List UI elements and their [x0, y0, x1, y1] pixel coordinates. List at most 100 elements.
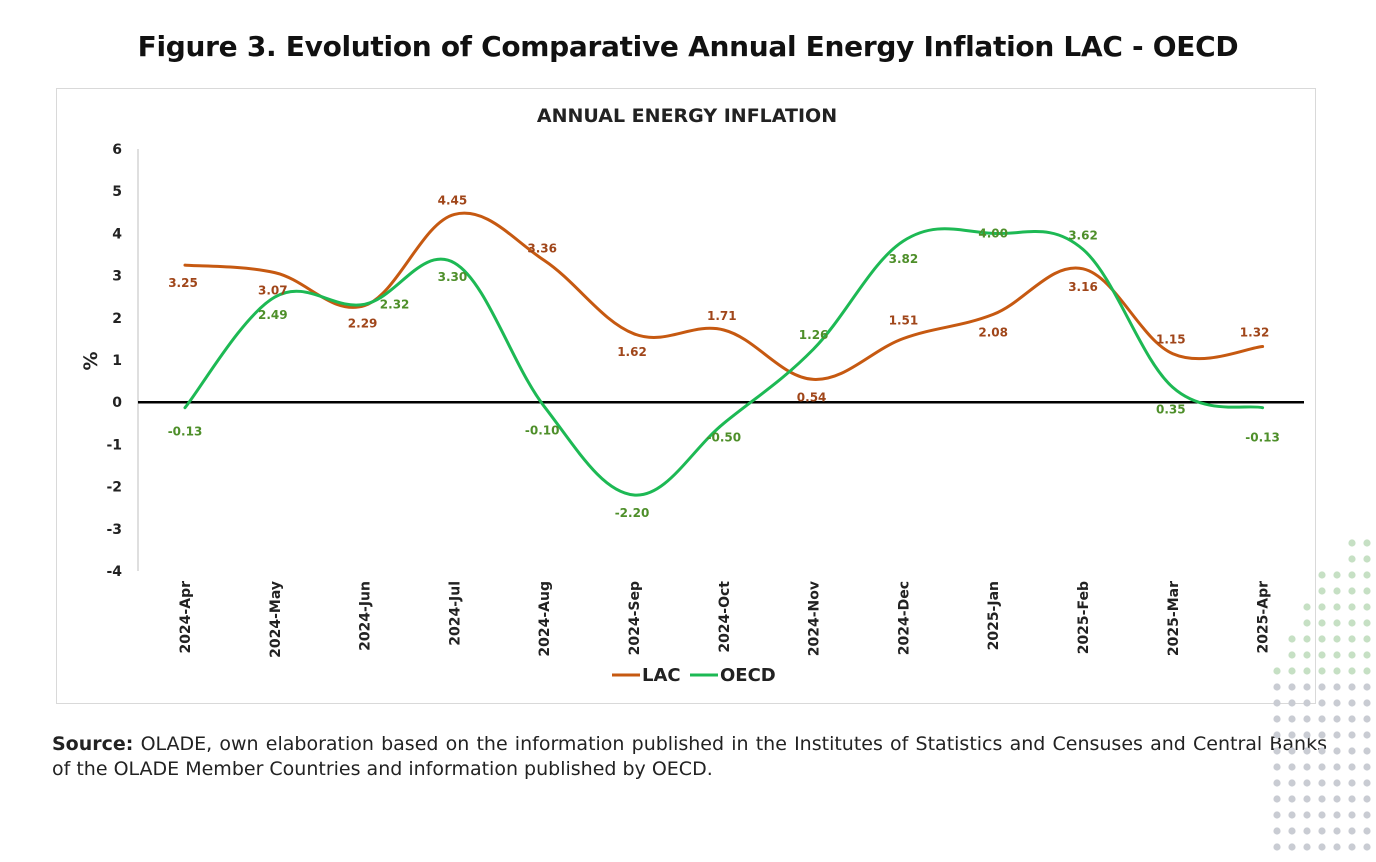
- decorative-dot: [1273, 699, 1281, 707]
- decorative-dot: [1348, 635, 1356, 643]
- oecd-legend-label: OECD: [720, 665, 776, 686]
- oecd-data-label: -0.13: [168, 425, 203, 439]
- decorative-dot: [1303, 683, 1311, 691]
- x-tick-label: 2024-Nov: [807, 581, 823, 656]
- decorative-dot: [1348, 827, 1356, 835]
- decorative-dot: [1303, 795, 1311, 803]
- decorative-dot: [1318, 731, 1326, 739]
- decorative-dot: [1273, 827, 1281, 835]
- oecd-data-label: 3.62: [1068, 228, 1098, 242]
- decorative-dot: [1273, 843, 1281, 851]
- decorative-dot: [1288, 715, 1296, 723]
- chart-title: ANNUAL ENERGY INFLATION: [537, 105, 837, 127]
- decorative-dot: [1348, 811, 1356, 819]
- source-text: OLADE, own elaboration based on the info…: [52, 733, 1327, 780]
- line-chart: ANNUAL ENERGY INFLATION % -4 -3 -2 -1 0 1 2 3 4 5…: [80, 105, 1304, 686]
- oecd-data-label: 0.35: [1156, 402, 1186, 416]
- y-tick-label: 4: [112, 226, 122, 242]
- y-axis: -4 -3 -2 -1 0 1 2 3 4 5 6: [106, 142, 139, 580]
- lac-data-label: 1.71: [707, 309, 737, 323]
- y-tick-label: -1: [106, 437, 122, 453]
- decorative-dot: [1273, 747, 1281, 755]
- decorative-dot: [1288, 779, 1296, 787]
- decorative-dot: [1303, 651, 1311, 659]
- decorative-dot: [1348, 731, 1356, 739]
- decorative-dot: [1303, 667, 1311, 675]
- decorative-dot: [1333, 635, 1341, 643]
- lac-data-label: 0.54: [797, 390, 827, 404]
- source-label: Source:: [52, 733, 134, 755]
- y-tick-label: 5: [112, 184, 122, 200]
- decorative-dot: [1303, 827, 1311, 835]
- lac-data-label: 1.32: [1240, 325, 1270, 339]
- decorative-dots: [1273, 539, 1371, 851]
- decorative-dot: [1288, 763, 1296, 771]
- decorative-dot: [1303, 763, 1311, 771]
- decorative-dot: [1318, 827, 1326, 835]
- decorative-dot: [1363, 603, 1371, 611]
- lac-data-label: 1.62: [617, 345, 647, 359]
- decorative-dot: [1288, 795, 1296, 803]
- decorative-dot: [1273, 779, 1281, 787]
- oecd-data-label: 3.82: [889, 252, 919, 266]
- decorative-dot: [1318, 603, 1326, 611]
- decorative-dot: [1348, 699, 1356, 707]
- decorative-dot: [1363, 635, 1371, 643]
- decorative-dot: [1318, 619, 1326, 627]
- decorative-dot: [1288, 811, 1296, 819]
- decorative-dot: [1363, 667, 1371, 675]
- x-tick-label: 2025-Apr: [1256, 581, 1272, 654]
- decorative-dot: [1318, 571, 1326, 579]
- oecd-data-label: 1.26: [799, 328, 829, 342]
- decorative-dot: [1303, 635, 1311, 643]
- decorative-dot: [1363, 555, 1371, 563]
- decorative-dot: [1288, 667, 1296, 675]
- decorative-dot: [1273, 683, 1281, 691]
- lac-data-label: 1.51: [889, 313, 919, 327]
- lac-data-label: 3.25: [168, 276, 198, 290]
- decorative-dot: [1363, 811, 1371, 819]
- decorative-dot: [1318, 651, 1326, 659]
- decorative-dot: [1348, 603, 1356, 611]
- decorative-dot: [1348, 667, 1356, 675]
- decorative-dot: [1348, 683, 1356, 691]
- decorative-dot: [1303, 747, 1311, 755]
- lac-data-label: 3.36: [527, 241, 557, 255]
- decorative-dot: [1363, 827, 1371, 835]
- x-tick-label: 2024-Sep: [627, 581, 643, 655]
- lac-data-label: 2.08: [978, 325, 1008, 339]
- decorative-dot: [1288, 843, 1296, 851]
- lac-series-line: [183, 211, 1265, 381]
- decorative-dot: [1363, 747, 1371, 755]
- series-lines: [183, 211, 1265, 497]
- decorative-dot: [1318, 635, 1326, 643]
- decorative-dot: [1363, 539, 1371, 547]
- oecd-data-label: -0.13: [1245, 431, 1280, 445]
- decorative-dot: [1288, 827, 1296, 835]
- decorative-dot: [1333, 571, 1341, 579]
- decorative-dot: [1363, 715, 1371, 723]
- decorative-dot: [1333, 715, 1341, 723]
- decorative-dot: [1333, 811, 1341, 819]
- decorative-dot: [1288, 651, 1296, 659]
- decorative-dot: [1333, 779, 1341, 787]
- decorative-dot: [1318, 763, 1326, 771]
- decorative-dot: [1348, 651, 1356, 659]
- oecd-data-label: 2.49: [258, 308, 288, 322]
- decorative-dot: [1348, 619, 1356, 627]
- y-tick-label: -3: [106, 522, 122, 538]
- decorative-dot: [1348, 715, 1356, 723]
- x-tick-label: 2024-Aug: [537, 581, 553, 657]
- y-tick-label: 6: [112, 142, 122, 158]
- decorative-dot: [1363, 731, 1371, 739]
- lac-data-label: 4.45: [438, 193, 468, 207]
- decorative-dot: [1363, 571, 1371, 579]
- lac-data-label: 3.07: [258, 284, 288, 298]
- decorative-dot: [1333, 747, 1341, 755]
- oecd-data-label: -2.20: [615, 506, 650, 520]
- x-axis: 2024-Apr 2024-May 2024-Jun 2024-Jul 2024-Aug…: [138, 400, 1304, 658]
- decorative-dot: [1318, 811, 1326, 819]
- decorative-dot: [1333, 827, 1341, 835]
- oecd-data-label: -0.50: [707, 430, 742, 444]
- lac-data-label: 3.16: [1068, 280, 1098, 294]
